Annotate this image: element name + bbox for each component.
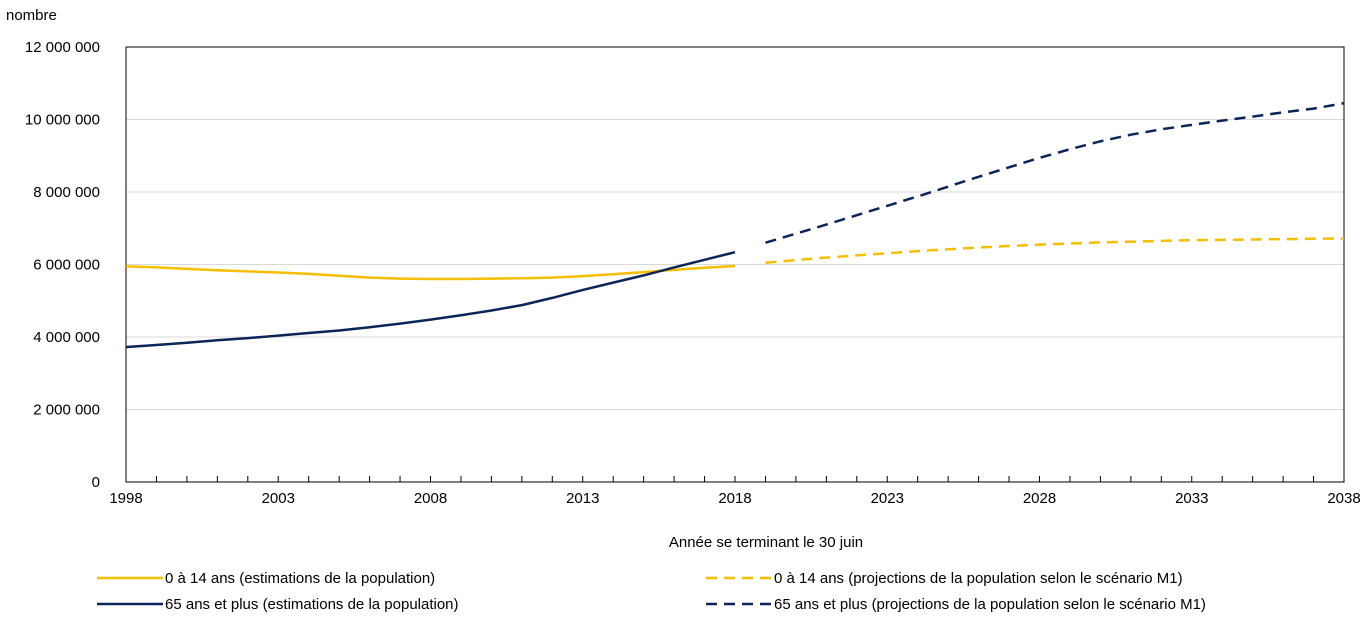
x-tick-label: 2023 xyxy=(871,490,904,507)
series-lines xyxy=(125,101,1345,349)
axes: 0 2 000 000 4 000 000 6 000 000 8 000 000 10 … xyxy=(25,39,1361,507)
axis-labels: nombre Année se terminant le 30 juin xyxy=(6,7,863,551)
x-tick-label: 2038 xyxy=(1327,490,1360,507)
y-tick-label: 8 000 000 xyxy=(33,184,100,201)
series-line-3 xyxy=(765,237,1345,264)
y-tick-label: 10 000 000 xyxy=(25,112,100,129)
x-tick-label: 2013 xyxy=(566,490,599,507)
x-tick-label: 1998 xyxy=(109,490,142,507)
legend-label: 65 ans et plus (estimations de la popula… xyxy=(165,596,459,613)
x-tick-label: 2033 xyxy=(1175,490,1208,507)
legend-label: 65 ans et plus (projections de la popula… xyxy=(774,596,1206,613)
y-tick-label: 0 xyxy=(92,474,100,491)
x-tick-label: 2008 xyxy=(414,490,447,507)
x-tick-label: 2028 xyxy=(1023,490,1056,507)
y-tick-label: 12 000 000 xyxy=(25,39,100,56)
y-tick-label: 4 000 000 xyxy=(33,329,100,346)
gridlines xyxy=(126,46,1344,410)
series-line-4 xyxy=(765,101,1345,244)
legend-label: 0 à 14 ans (projections de la population… xyxy=(774,570,1183,587)
series-line-2 xyxy=(125,250,736,349)
y-tick-label: 2 000 000 xyxy=(33,402,100,419)
y-tick-label: 6 000 000 xyxy=(33,257,100,274)
legend: 0 à 14 ans (estimations de la population… xyxy=(97,570,1206,613)
x-axis-label: Année se terminant le 30 juin xyxy=(669,534,863,551)
series-line-1 xyxy=(125,264,736,281)
y-axis-label: nombre xyxy=(6,7,57,24)
legend-label: 0 à 14 ans (estimations de la population… xyxy=(165,570,435,587)
x-tick-label: 2003 xyxy=(262,490,295,507)
x-tick-label: 2018 xyxy=(718,490,751,507)
